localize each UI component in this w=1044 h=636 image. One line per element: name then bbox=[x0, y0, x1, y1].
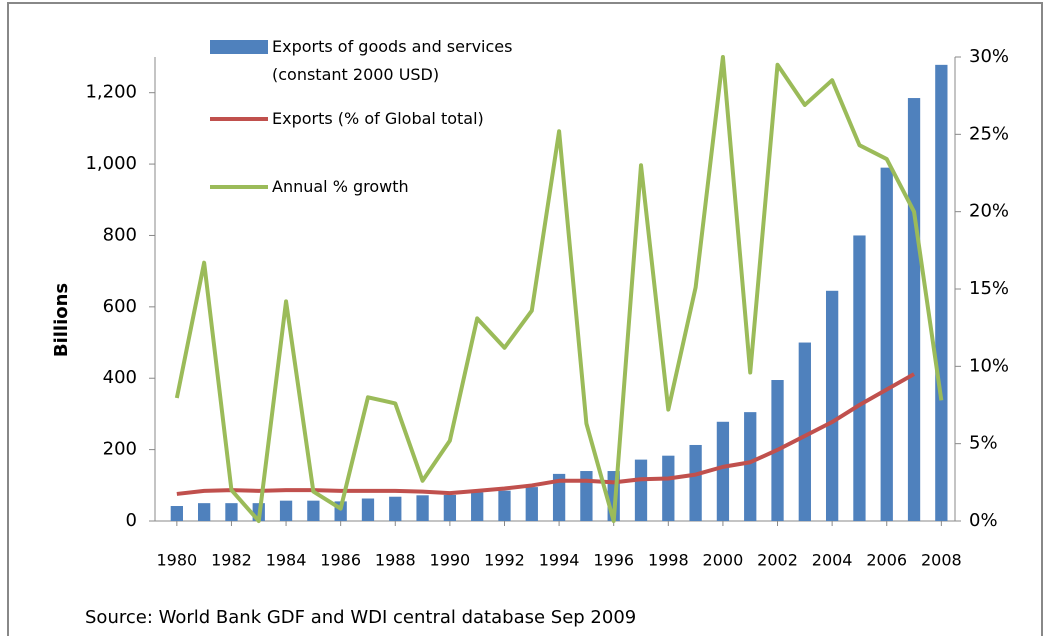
bar bbox=[880, 167, 893, 521]
x-tick-label: 1996 bbox=[593, 551, 634, 570]
bar bbox=[361, 498, 375, 521]
y2-tick-label: 20% bbox=[969, 201, 1009, 222]
x-tick-label: 2000 bbox=[703, 551, 744, 570]
y2-tick-label: 30% bbox=[969, 46, 1009, 67]
y2-tick-label: 5% bbox=[969, 433, 998, 454]
legend-label: Exports (% of Global total) bbox=[272, 109, 484, 128]
y-tick-label: 1,200 bbox=[85, 82, 137, 103]
bar bbox=[853, 235, 866, 521]
bar bbox=[225, 503, 238, 521]
x-tick-label: 1998 bbox=[648, 551, 689, 570]
x-tick-label: 1988 bbox=[375, 551, 416, 570]
x-tick-label: 1992 bbox=[484, 551, 525, 570]
bar bbox=[662, 455, 675, 521]
source-note: Source: World Bank GDF and WDI central d… bbox=[85, 607, 636, 628]
x-tick-label: 1984 bbox=[266, 551, 307, 570]
y-tick-label: 0 bbox=[126, 510, 137, 531]
bar bbox=[471, 492, 484, 521]
bar bbox=[907, 98, 921, 522]
bar bbox=[716, 421, 730, 521]
x-tick-label: 1990 bbox=[430, 551, 471, 570]
y-tick-label: 200 bbox=[103, 439, 137, 460]
bar bbox=[798, 342, 811, 521]
bar bbox=[416, 495, 429, 521]
y-tick-label: 600 bbox=[103, 296, 137, 317]
bar bbox=[552, 473, 566, 521]
bar bbox=[689, 444, 702, 521]
bar bbox=[307, 500, 320, 521]
y-tick-label: 800 bbox=[103, 224, 137, 245]
y2-tick-label: 10% bbox=[969, 355, 1009, 376]
x-tick-label: 2002 bbox=[757, 551, 798, 570]
bar bbox=[498, 490, 511, 521]
bar bbox=[744, 412, 757, 521]
bar bbox=[634, 459, 648, 521]
x-tick-label: 1982 bbox=[211, 551, 252, 570]
y-tick-label: 400 bbox=[103, 367, 137, 388]
legend-swatch bbox=[210, 40, 268, 54]
frame bbox=[7, 2, 1043, 636]
y-axis-label: Billions bbox=[51, 283, 72, 357]
x-tick-label: 1994 bbox=[539, 551, 580, 570]
bar bbox=[170, 506, 183, 521]
legend-label: Exports of goods and services (constant … bbox=[272, 37, 513, 84]
bar bbox=[198, 503, 211, 521]
y-tick-label: 1,000 bbox=[85, 153, 137, 174]
bar bbox=[580, 471, 593, 521]
bar bbox=[825, 290, 839, 521]
y2-tick-label: 25% bbox=[969, 123, 1009, 144]
y2-tick-label: 15% bbox=[969, 278, 1009, 299]
x-tick-label: 2008 bbox=[921, 551, 962, 570]
x-tick-label: 2006 bbox=[866, 551, 907, 570]
legend-label: Annual % growth bbox=[272, 177, 409, 196]
x-tick-label: 1980 bbox=[156, 551, 197, 570]
line bbox=[176, 372, 916, 496]
bar bbox=[935, 64, 948, 522]
x-tick-label: 2004 bbox=[812, 551, 853, 570]
bar bbox=[389, 496, 402, 521]
bar bbox=[443, 494, 457, 521]
x-tick-label: 1986 bbox=[320, 551, 361, 570]
line bbox=[174, 55, 944, 523]
bar bbox=[279, 500, 293, 521]
y2-tick-label: 0% bbox=[969, 510, 998, 531]
bar bbox=[525, 487, 538, 521]
